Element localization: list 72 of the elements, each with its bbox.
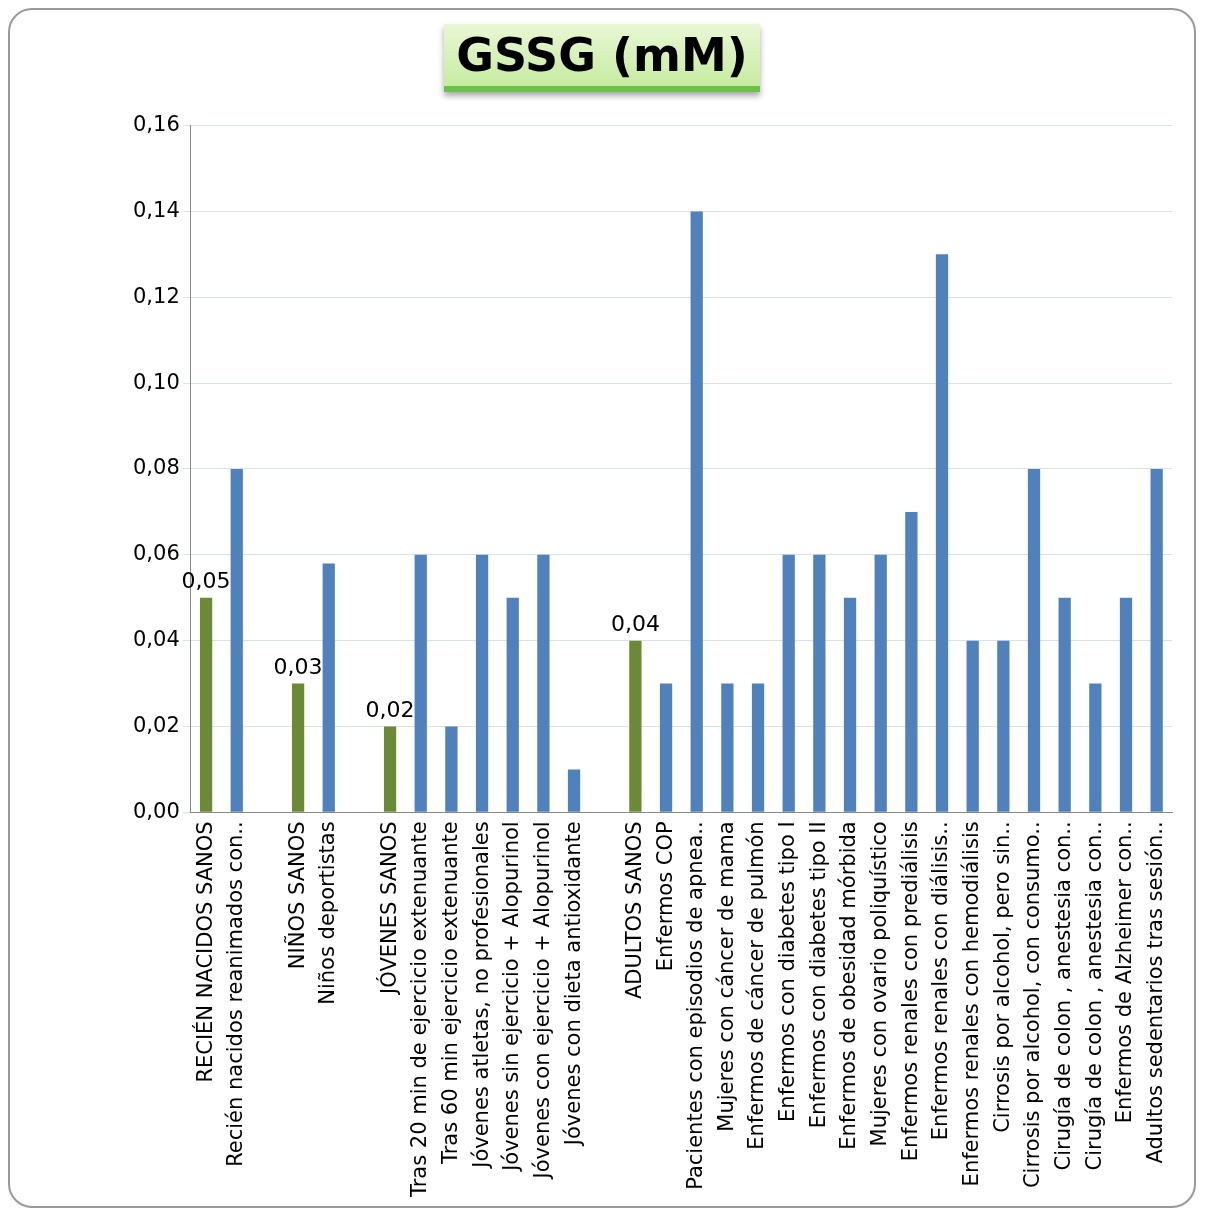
x-tick-label: Enfermos renales con prediálisis	[897, 821, 922, 1162]
bar	[1089, 683, 1102, 812]
bar	[475, 554, 489, 812]
y-tick-label: 0,02	[132, 712, 180, 737]
bar	[199, 597, 213, 812]
bar	[1150, 468, 1163, 812]
x-tick-label: Mujeres con ovario poliquístico	[867, 821, 892, 1147]
y-tick-label: 0,00	[132, 798, 180, 823]
bar	[230, 468, 243, 812]
x-tick-label: Cirugía de colon , anestesia con..	[1051, 821, 1076, 1171]
bar	[1027, 468, 1041, 812]
bar	[414, 554, 427, 812]
x-tick-label: Adultos sedentarios tras sesión..	[1143, 821, 1168, 1164]
bar	[629, 640, 642, 812]
bar	[874, 554, 887, 812]
x-tick-label: Enfermos renales con hemodiálisis	[959, 821, 984, 1187]
x-tick-label: Enfermos con diabetes tipo I	[775, 821, 800, 1122]
x-tick-label: Niños deportistas	[315, 821, 340, 1005]
x-tick-label: Cirrosis por alcohol, pero sin..	[989, 821, 1014, 1133]
x-tick-label: Cirugía de colon , anestesia con..	[1081, 821, 1106, 1171]
data-label: 0,02	[365, 697, 415, 723]
bar	[537, 554, 550, 812]
bar	[567, 769, 581, 812]
bar	[905, 511, 918, 812]
x-tick-label: RECIÉN NACIDOS SANOS	[191, 821, 217, 1083]
bar	[291, 683, 305, 812]
x-tick-label: Jóvenes atletas, no profesionales	[468, 821, 493, 1170]
bar	[751, 683, 765, 812]
x-tick-label: JÓVENES SANOS	[375, 821, 401, 996]
data-label: 0,03	[273, 654, 323, 680]
bar	[1058, 597, 1071, 812]
y-tick-label: 0,10	[132, 369, 180, 394]
x-tick-label: Pacientes con episodios de apnea..	[683, 821, 708, 1190]
x-tick-label: Enfermos de obesidad mórbida	[836, 821, 861, 1150]
y-tick-label: 0,14	[132, 197, 180, 222]
bar	[966, 640, 979, 812]
data-label: 0,05	[181, 568, 231, 594]
bar	[445, 726, 458, 812]
bar	[659, 683, 673, 812]
x-tick-label: Jóvenes con dieta antioxidante	[560, 821, 585, 1148]
bar	[506, 597, 519, 812]
x-tick-label: NIÑOS SANOS	[282, 821, 309, 970]
x-tick-label: Enfermos renales con diálisis..	[928, 821, 953, 1141]
x-tick-label: Tras 60 min ejercicio extenuante	[437, 821, 462, 1166]
y-tick-label: 0,12	[132, 283, 180, 308]
bar	[843, 597, 857, 812]
y-tick-label: 0,04	[132, 627, 180, 652]
x-tick-label: Enfermos de Alzheimer con..	[1112, 821, 1137, 1124]
x-tick-label: Tras 20 min de ejercicio extenuante	[407, 821, 432, 1199]
bar	[935, 254, 949, 812]
y-tick-label: 0,16	[132, 112, 180, 137]
bar	[322, 563, 335, 812]
bar	[690, 211, 703, 812]
bar	[782, 554, 795, 812]
bar	[997, 640, 1010, 812]
x-tick-label: Mujeres con cáncer de mama	[713, 821, 738, 1132]
x-tick-label: Jóvenes sin ejercicio + Alopurinol	[499, 821, 524, 1173]
bar	[813, 554, 826, 812]
y-tick-label: 0,06	[132, 541, 180, 566]
x-tick-label: Recién nacidos reanimados con..	[223, 821, 248, 1167]
data-label: 0,04	[610, 611, 660, 637]
x-tick-label: Enfermos de cáncer de pulmón	[744, 821, 769, 1150]
chart-title: GSSG (mM)	[444, 24, 760, 92]
x-tick-label: Enfermos COP	[652, 821, 677, 972]
bar	[721, 683, 734, 812]
x-tick-label: Enfermos con diabetes tipo II	[805, 821, 830, 1129]
x-tick-label: ADULTOS SANOS	[621, 821, 646, 1000]
x-tick-label: Cirrosis por alcohol, con consumo..	[1020, 821, 1045, 1189]
bar	[1119, 597, 1133, 812]
x-tick-label: Jóvenes con ejercicio + Alopurinol	[529, 821, 554, 1181]
bar	[383, 726, 397, 812]
y-tick-label: 0,08	[132, 455, 180, 480]
